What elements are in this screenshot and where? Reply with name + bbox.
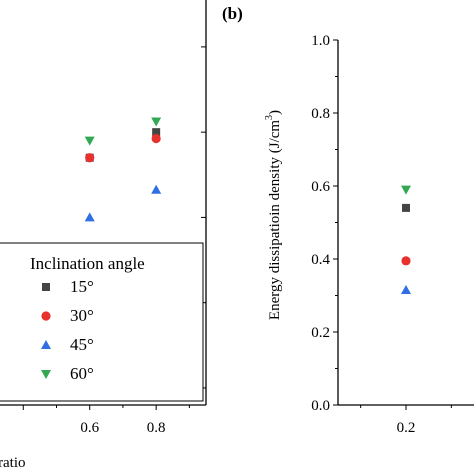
legend-item-label: 60°: [70, 364, 94, 383]
right-panel-y-label: Energy dissipatioin density (J/cm3): [264, 110, 283, 320]
data-point: [84, 136, 95, 146]
legend-marker: [41, 370, 51, 379]
right-panel-y-tick-label: 0.6: [311, 179, 330, 195]
left-panel-x-tick-label: 0.8: [147, 420, 166, 436]
data-point: [151, 117, 162, 127]
right-panel-x-tick-label: 0.2: [397, 420, 416, 436]
data-point: [84, 212, 95, 222]
data-point: [85, 153, 95, 163]
right-panel-y-ticks: 0.0 0.2 0.4 0.6 0.8 1.0: [311, 33, 338, 414]
right-panel-y-tick-label: 0.4: [311, 252, 330, 268]
right-panel-y-tick-label: 0.8: [311, 106, 330, 122]
legend-marker: [42, 283, 50, 291]
legend-box: [0, 242, 204, 402]
right-panel-marks: [401, 185, 411, 295]
legend-item-label: 30°: [70, 306, 94, 325]
left-panel-marks: [84, 117, 162, 222]
data-point: [151, 184, 162, 194]
data-point: [152, 128, 161, 137]
legend: Inclination angle 15° 30° 45° 60°: [0, 242, 204, 402]
right-panel: (b) 0.0 0.2 0.4 0.6 0.8 1.0 0.2 Energy dissip…: [222, 4, 474, 436]
right-panel-y-tick-label: 1.0: [311, 33, 330, 49]
data-point: [402, 203, 410, 212]
panel-label-b: (b): [222, 4, 243, 23]
left-panel: 0.6 0.8 ratio Inclination angle 15° 30° 45°…: [0, 0, 207, 471]
legend-items: 15° 30° 45° 60°: [41, 277, 94, 383]
legend-marker: [41, 340, 51, 349]
left-panel-x-tick-label: 0.6: [80, 420, 99, 436]
legend-item-label: 45°: [70, 335, 94, 354]
right-panel-y-tick-label: 0.2: [311, 325, 330, 341]
legend-title: Inclination angle: [30, 254, 145, 273]
data-point: [401, 185, 411, 195]
data-point: [151, 133, 161, 144]
data-point: [401, 285, 411, 295]
left-panel-x-label: ratio: [0, 455, 26, 471]
left-panel-x-ticks: 0.6 0.8: [22, 405, 190, 436]
data-point: [401, 256, 411, 266]
right-panel-y-tick-label: 0.0: [311, 398, 330, 414]
right-panel-x-ticks: 0.2: [360, 405, 452, 436]
legend-item-label: 15°: [70, 277, 94, 296]
legend-marker: [41, 311, 51, 321]
